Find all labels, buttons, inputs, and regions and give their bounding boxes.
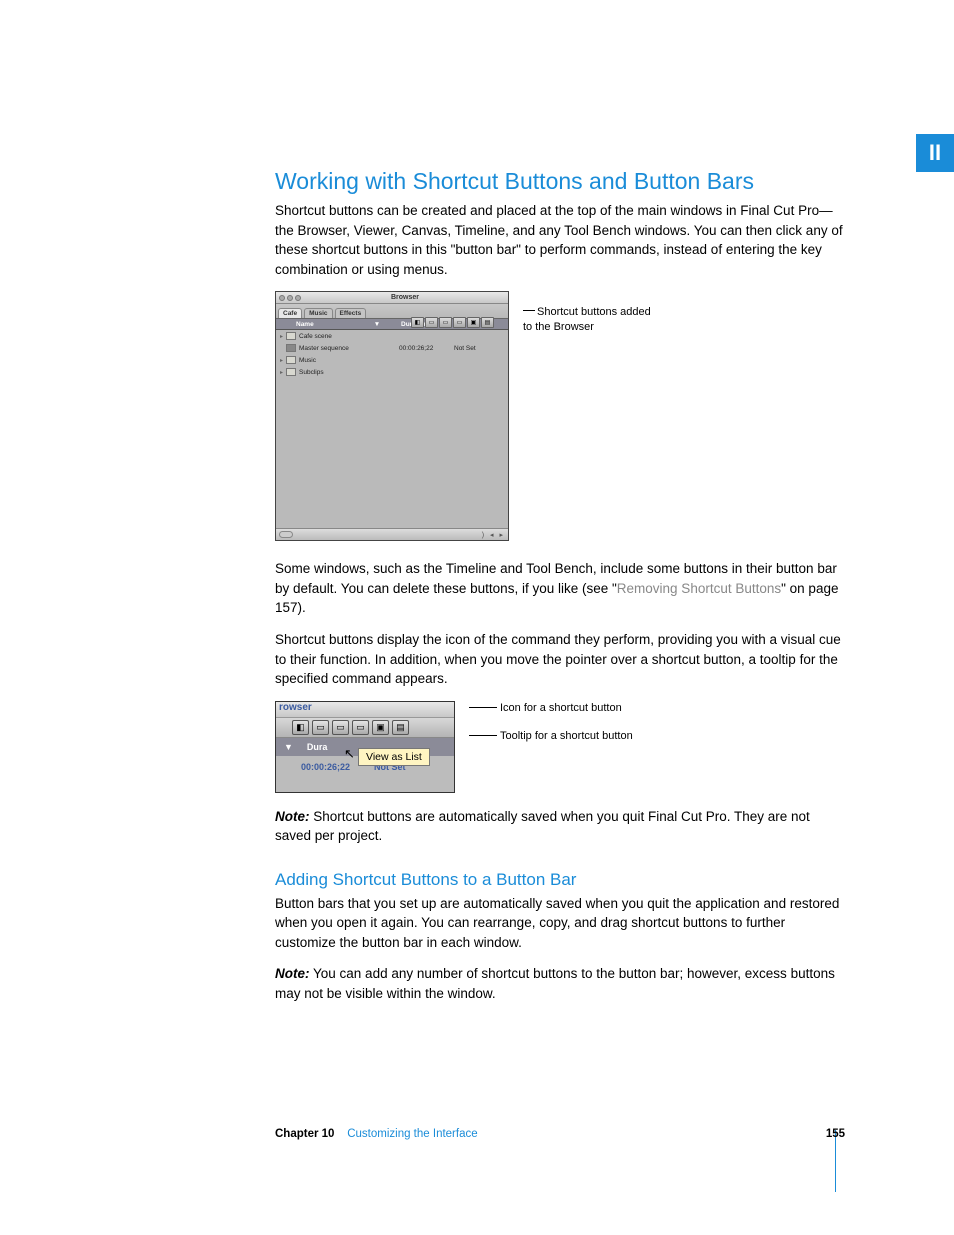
zoom-button-bar: ◧ ▭ ▭ ▭ ▣ ▤ [276,718,454,738]
link-removing-buttons[interactable]: Removing Shortcut Buttons [617,581,781,596]
shortcut-button[interactable]: ▭ [439,317,452,328]
table-row[interactable]: ▸Music [276,354,508,366]
browser-body: ▸Cafe scene Master sequence00:00:26;22No… [276,330,508,528]
browser-tabs: Cafe Music Effects [276,304,508,318]
shortcut-button[interactable]: ▣ [372,720,389,735]
paragraph: Button bars that you set up are automati… [275,894,845,953]
section-tab: II [916,134,954,172]
shortcut-button[interactable]: ▭ [352,720,369,735]
zoom-title: rowser [276,702,454,718]
shortcut-button[interactable]: ▭ [332,720,349,735]
zoomed-window: rowser ◧ ▭ ▭ ▭ ▣ ▤ ▼Dura ↖ View as List … [275,701,455,793]
paragraph: Shortcut buttons can be created and plac… [275,201,845,279]
chapter-name: Customizing the Interface [347,1128,477,1140]
window-title: Browser [305,294,505,301]
paragraph: Some windows, such as the Timeline and T… [275,559,845,618]
chapter-label: Chapter 10 [275,1128,334,1140]
callout-text: Tooltip for a shortcut button [500,729,633,744]
table-row[interactable]: ▸Subclips [276,366,508,378]
figure-browser: Browser ◧ ▭ ▭ ▭ ▣ ▤ Cafe Music Effects [275,291,845,541]
tab-cafe[interactable]: Cafe [278,308,302,318]
browser-window: Browser ◧ ▭ ▭ ▭ ▣ ▤ Cafe Music Effects [275,291,509,541]
shortcut-button[interactable]: ▤ [481,317,494,328]
shortcut-button-bar: ◧ ▭ ▭ ▭ ▣ ▤ [411,317,494,328]
figure-tooltip: rowser ◧ ▭ ▭ ▭ ▣ ▤ ▼Dura ↖ View as List … [275,701,845,793]
window-footer: ) ◂ ▸ [276,528,508,540]
shortcut-button[interactable]: ◧ [411,317,424,328]
shortcut-button[interactable]: ▭ [312,720,329,735]
tab-effects[interactable]: Effects [335,308,367,318]
shortcut-button[interactable]: ▤ [392,720,409,735]
scroll-thumb[interactable] [279,531,293,538]
shortcut-button[interactable]: ▣ [467,317,480,328]
table-row[interactable]: Master sequence00:00:26;22Not Set [276,342,508,354]
tooltip: View as List [358,748,430,766]
scroll-arrows[interactable]: ) ◂ ▸ [482,531,505,539]
heading-1: Working with Shortcut Buttons and Button… [275,168,845,195]
paragraph: Shortcut buttons display the icon of the… [275,630,845,689]
shortcut-button[interactable]: ▭ [453,317,466,328]
table-row[interactable]: ▸Cafe scene [276,330,508,342]
page-footer: Chapter 10 Customizing the Interface 155 [275,1128,845,1140]
note: Note: Shortcut buttons are automatically… [275,807,845,846]
col-name: Name [296,321,314,328]
window-titlebar: Browser [276,292,508,304]
page-content: Working with Shortcut Buttons and Button… [275,168,845,1016]
callout-text: Icon for a shortcut button [500,701,622,716]
callout-text: Shortcut buttons added to the Browser [523,291,653,541]
shortcut-button[interactable]: ◧ [292,720,309,735]
callout-group: Icon for a shortcut button Tooltip for a… [469,701,633,759]
cursor-icon: ↖ [344,746,355,762]
note: Note: You can add any number of shortcut… [275,964,845,1003]
tab-music[interactable]: Music [304,308,332,318]
heading-2: Adding Shortcut Buttons to a Button Bar [275,870,845,890]
shortcut-button[interactable]: ▭ [425,317,438,328]
page-number: 155 [826,1128,845,1140]
